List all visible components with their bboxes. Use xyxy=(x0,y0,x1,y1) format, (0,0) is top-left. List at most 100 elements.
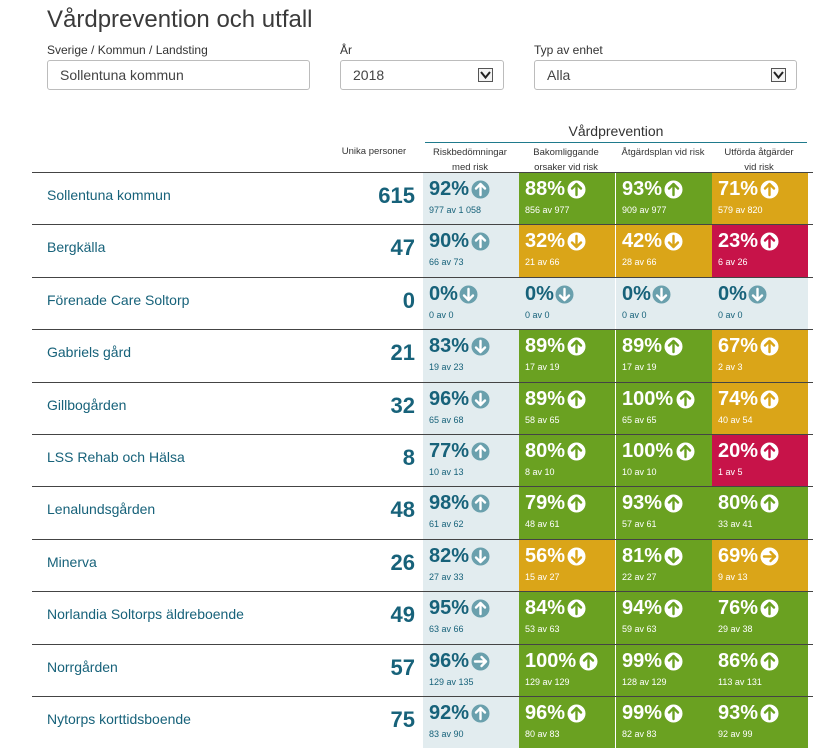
metric-cell[interactable]: 99% 82 av 83 xyxy=(616,696,712,749)
metric-cell[interactable]: 92% 83 av 90 xyxy=(423,696,519,749)
unit-name-link[interactable]: Norlandia Soltorps äldreboende xyxy=(47,606,244,623)
table-row[interactable]: Lenalundsgården 48 98% 61 av 62 79% 48 av 61 9… xyxy=(32,486,813,539)
metric-percent: 0% xyxy=(718,282,747,305)
metric-cell[interactable]: 89% 58 av 65 xyxy=(519,382,615,434)
metric-fraction: 6 av 26 xyxy=(718,257,748,268)
metric-cell[interactable]: 0% 0 av 0 xyxy=(712,277,808,330)
metric-cell[interactable]: 95% 63 av 66 xyxy=(423,592,519,644)
metric-cell[interactable]: 74% 40 av 54 xyxy=(712,382,808,434)
metric-cell[interactable]: 100% 129 av 129 xyxy=(519,644,615,696)
table-row[interactable]: Gillbogården 32 96% 65 av 68 89% 58 av 65 100%… xyxy=(32,381,813,434)
table-row[interactable]: Nytorps korttidsboende 75 92% 83 av 90 96% 80… xyxy=(32,695,813,749)
metric-fraction: 128 av 129 xyxy=(622,676,667,687)
unique-persons-count: 57 xyxy=(390,654,415,680)
metric-cell[interactable]: 56% 15 av 27 xyxy=(519,539,615,592)
trend-up-icon xyxy=(760,180,779,199)
unit-name-link[interactable]: Norrgården xyxy=(47,658,118,675)
unique-persons-count: 8 xyxy=(402,444,415,470)
unit-type-select[interactable]: Alla xyxy=(534,60,797,90)
unit-name-link[interactable]: Förenade Care Soltorp xyxy=(47,291,190,308)
metric-cell[interactable]: 84% 53 av 63 xyxy=(519,592,615,644)
table-row[interactable]: Minerva 26 82% 27 av 33 56% 15 av 27 81% 22 av … xyxy=(32,538,813,592)
table-row[interactable]: Förenade Care Soltorp 0 0% 0 av 0 0% 0 av 0 0%… xyxy=(32,276,813,330)
metric-fraction: 80 av 83 xyxy=(525,728,560,739)
unit-name-link[interactable]: Nytorps korttidsboende xyxy=(47,710,191,727)
metric-cell[interactable]: 92% 977 av 1 058 xyxy=(423,173,519,225)
year-select[interactable]: 2018 xyxy=(340,60,504,90)
metric-cell[interactable]: 32% 21 av 66 xyxy=(519,225,615,277)
unit-name-link[interactable]: Gillbogården xyxy=(47,396,127,413)
metric-cell[interactable]: 0% 0 av 0 xyxy=(616,277,712,330)
metric-fraction: 27 av 33 xyxy=(429,571,464,582)
metric-percent: 100% xyxy=(622,439,674,462)
metric-cell[interactable]: 23% 6 av 26 xyxy=(712,225,808,277)
metric-cell[interactable]: 83% 19 av 23 xyxy=(423,330,519,382)
column-header-line: orsaker vid risk xyxy=(534,162,598,173)
metric-cell[interactable]: 89% 17 av 19 xyxy=(616,330,712,382)
metric-percent: 0% xyxy=(525,282,554,305)
metric-cell[interactable]: 94% 59 av 63 xyxy=(616,592,712,644)
table-row[interactable]: Gabriels gård 21 83% 19 av 23 89% 17 av 19 89%… xyxy=(32,329,813,382)
chevron-down-icon[interactable] xyxy=(771,68,786,82)
metric-cell[interactable]: 82% 27 av 33 xyxy=(423,539,519,592)
metric-percent: 95% xyxy=(429,597,470,620)
metric-cell[interactable]: 88% 856 av 977 xyxy=(519,173,615,225)
metric-percent: 88% xyxy=(525,178,566,200)
metric-cell[interactable]: 93% 909 av 977 xyxy=(616,173,712,225)
metric-cell[interactable]: 100% 10 av 10 xyxy=(616,434,712,487)
unit-name-link[interactable]: Minerva xyxy=(47,553,97,570)
table-row[interactable]: LSS Rehab och Hälsa 8 77% 10 av 13 80% 8 av 1… xyxy=(32,433,813,487)
column-header-utforda-atgarder: Utförda åtgärder vid risk xyxy=(712,145,806,175)
metric-cell[interactable]: 20% 1 av 5 xyxy=(712,434,808,487)
metric-cell[interactable]: 96% 129 av 135 xyxy=(423,644,519,696)
unit-name-link[interactable]: Bergkälla xyxy=(47,239,106,256)
metric-cell[interactable]: 86% 113 av 131 xyxy=(712,644,808,696)
metric-cell[interactable]: 96% 80 av 83 xyxy=(519,696,615,749)
metric-cell[interactable]: 0% 0 av 0 xyxy=(519,277,615,330)
metric-cell[interactable]: 90% 66 av 73 xyxy=(423,225,519,277)
table-row[interactable]: Bergkälla 47 90% 66 av 73 32% 21 av 66 42% 28 a… xyxy=(32,224,813,277)
chevron-down-icon[interactable] xyxy=(478,68,493,82)
table-row[interactable]: Norlandia Soltorps äldreboende 49 95% 63 av… xyxy=(32,591,813,644)
metric-cell[interactable]: 79% 48 av 61 xyxy=(519,487,615,539)
metric-cell[interactable]: 0% 0 av 0 xyxy=(423,277,519,330)
metric-fraction: 2 av 3 xyxy=(718,362,743,373)
metric-percent: 93% xyxy=(718,701,759,724)
unique-persons-count: 48 xyxy=(390,497,415,523)
trend-down-icon xyxy=(748,285,767,304)
unit-name-link[interactable]: Lenalundsgården xyxy=(47,501,156,518)
metric-fraction: 53 av 63 xyxy=(525,624,560,635)
metric-cell[interactable]: 69% 9 av 13 xyxy=(712,539,808,592)
metric-cell[interactable]: 96% 65 av 68 xyxy=(423,382,519,434)
unit-name-link[interactable]: Sollentuna kommun xyxy=(47,187,171,203)
trend-up-icon xyxy=(471,442,490,461)
metric-fraction: 21 av 66 xyxy=(525,257,560,268)
metric-cell[interactable]: 99% 128 av 129 xyxy=(616,644,712,696)
metric-cell[interactable]: 89% 17 av 19 xyxy=(519,330,615,382)
trend-up-icon xyxy=(567,494,586,513)
unit-name-link[interactable]: Gabriels gård xyxy=(47,344,132,361)
metric-fraction: 66 av 73 xyxy=(429,257,464,268)
table-row[interactable]: Norrgården 57 96% 129 av 135 100% 129 av 129 9… xyxy=(32,643,813,696)
metric-cell[interactable]: 100% 65 av 65 xyxy=(616,382,712,434)
region-input[interactable]: Sollentuna kommun xyxy=(47,60,310,90)
metric-cell[interactable]: 98% 61 av 62 xyxy=(423,487,519,539)
metric-fraction: 10 av 13 xyxy=(429,466,464,477)
table-row[interactable]: Sollentuna kommun 615 92% 977 av 1 058 88% 85… xyxy=(32,172,813,225)
region-filter-label: Sverige / Kommun / Landsting xyxy=(47,43,208,57)
metric-cell[interactable]: 67% 2 av 3 xyxy=(712,330,808,382)
metric-cell[interactable]: 76% 29 av 38 xyxy=(712,592,808,644)
metric-fraction: 0 av 0 xyxy=(622,309,647,320)
trend-up-icon xyxy=(471,599,490,618)
trend-up-icon xyxy=(664,494,683,513)
metric-cell[interactable]: 71% 579 av 820 xyxy=(712,173,808,225)
metric-cell[interactable]: 42% 28 av 66 xyxy=(616,225,712,277)
metric-cell[interactable]: 81% 22 av 27 xyxy=(616,539,712,592)
metric-cell[interactable]: 77% 10 av 13 xyxy=(423,434,519,487)
metric-cell[interactable]: 80% 8 av 10 xyxy=(519,434,615,487)
metric-cell[interactable]: 80% 33 av 41 xyxy=(712,487,808,539)
metric-cell[interactable]: 93% 92 av 99 xyxy=(712,696,808,749)
unit-name-link[interactable]: LSS Rehab och Hälsa xyxy=(47,448,185,465)
metric-percent: 94% xyxy=(622,597,663,620)
metric-cell[interactable]: 93% 57 av 61 xyxy=(616,487,712,539)
